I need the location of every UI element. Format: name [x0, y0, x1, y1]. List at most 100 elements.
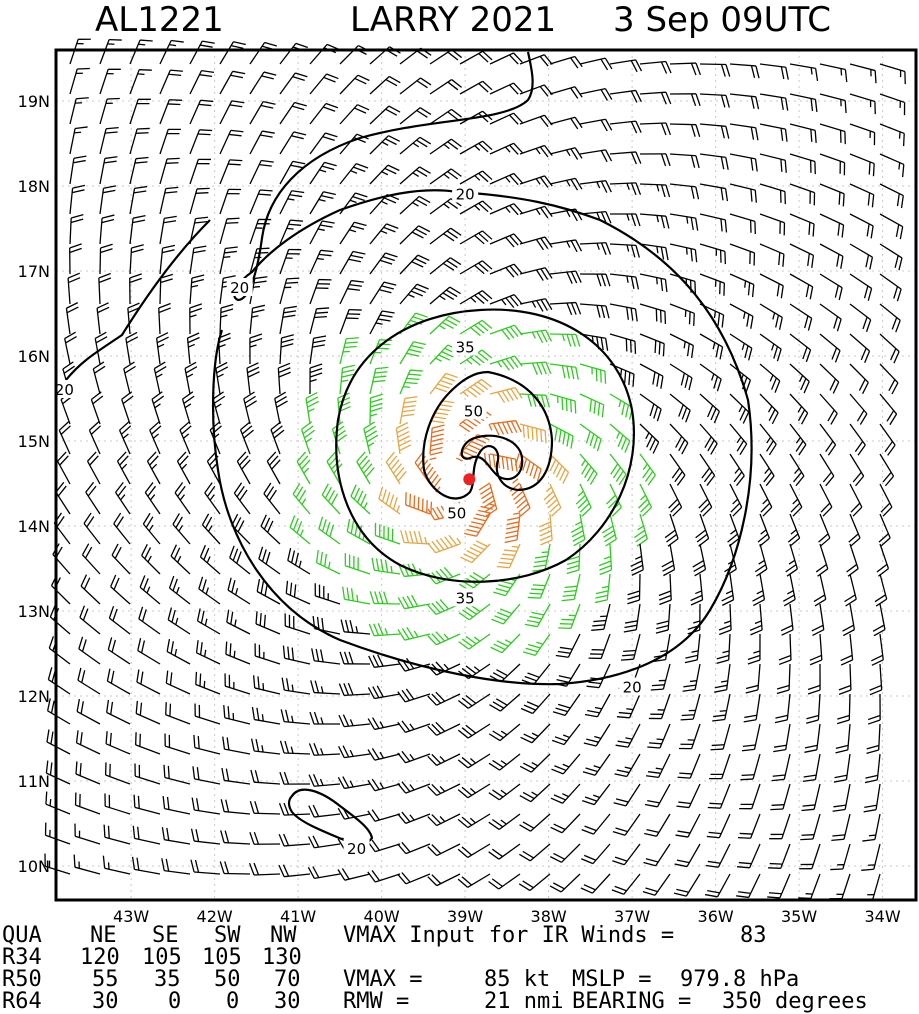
wind-barb [524, 603, 551, 628]
wind-barb [369, 252, 398, 275]
wind-barb [489, 112, 523, 125]
wind-barb [727, 513, 740, 547]
wind-barb [300, 421, 315, 455]
wind-barb [799, 843, 821, 870]
wind-barb [107, 637, 131, 665]
cell-nw: 30 [274, 989, 301, 1014]
wind-barb [818, 513, 831, 547]
wind-barb [519, 54, 553, 67]
wind-barb [399, 225, 431, 245]
wind-barb [716, 633, 731, 665]
wind-barb [759, 363, 781, 393]
wind-barb [588, 633, 611, 660]
wind-barb [488, 753, 521, 771]
wind-barb [496, 543, 521, 569]
wind-barb [281, 677, 311, 695]
wind-barb [69, 243, 82, 275]
wind-barb [879, 243, 903, 271]
wind-barb [159, 273, 174, 305]
wind-barb [159, 128, 181, 155]
wind-barb [729, 63, 760, 79]
wind-barb [669, 333, 694, 359]
cell-ne: 55 [92, 967, 119, 992]
wind-barb [819, 213, 845, 238]
wind-barb [609, 393, 633, 420]
header-qua: QUA [2, 923, 42, 948]
wind-barb [189, 158, 211, 185]
wind-barb [675, 813, 701, 838]
wind-barb [99, 156, 118, 185]
wind-barb [340, 619, 371, 635]
wind-barb [655, 603, 671, 634]
wind-barb [849, 243, 874, 270]
wind-barb [866, 723, 881, 754]
wind-barb [310, 680, 341, 695]
wind-barb [639, 213, 670, 229]
wind-barb [520, 693, 551, 715]
wind-barb [105, 731, 131, 755]
wind-barb [339, 337, 359, 365]
wind-barb [550, 783, 581, 804]
wind-barb [639, 273, 668, 292]
wind-barb [350, 484, 371, 515]
wind-barb [129, 156, 149, 185]
wind-barb [490, 633, 521, 654]
wind-barb [176, 451, 191, 485]
wind-barb [699, 363, 722, 392]
wind-barb [729, 93, 760, 110]
lon-tick-label: 41W [280, 907, 316, 924]
wind-barb [673, 873, 701, 897]
wind-barb [279, 771, 311, 785]
wind-barb [579, 118, 613, 132]
wind-barb [429, 400, 455, 425]
wind-barb [397, 750, 431, 764]
wind-barb [69, 155, 87, 185]
wind-barb [254, 643, 281, 665]
wind-barb [509, 478, 531, 517]
wind-barb [639, 453, 656, 486]
wind-barb [159, 244, 176, 275]
wind-barb [759, 243, 785, 267]
wind-barb [129, 244, 144, 275]
wind-barb [807, 663, 821, 695]
wind-barb [73, 854, 101, 875]
wind-barb [129, 127, 150, 155]
wind-barb [167, 607, 191, 635]
wind-barb [645, 753, 671, 779]
wind-barb [374, 522, 401, 545]
lat-tick-label: 17N [18, 262, 50, 281]
wind-barb [312, 615, 341, 635]
wind-barb [116, 451, 131, 485]
wind-barb [699, 123, 730, 139]
wind-barb [309, 335, 327, 365]
wind-barb [90, 391, 104, 425]
wind-barb [639, 393, 662, 422]
wind-barb [800, 813, 821, 841]
wind-barb [647, 723, 671, 749]
wind-barb [338, 745, 371, 759]
row-label: R64 [2, 989, 42, 1014]
wind-barb [427, 843, 461, 857]
wind-barb [193, 734, 221, 755]
wind-barb [339, 279, 364, 305]
contour-label-bg [460, 401, 487, 420]
wind-barb [837, 693, 851, 725]
wind-barb [549, 239, 583, 253]
wind-barb [549, 333, 581, 347]
wind-barb [44, 822, 71, 845]
wind-barb [457, 693, 491, 709]
wind-barb [754, 543, 768, 577]
wind-barb [189, 303, 203, 335]
wind-barb [721, 573, 735, 606]
wind-barb [759, 303, 783, 330]
wind-barb [309, 220, 335, 245]
wind-barb [69, 213, 84, 245]
wind-barb [787, 513, 801, 547]
wind-barb [862, 813, 881, 842]
wind-barb [337, 868, 371, 881]
wind-barb [86, 451, 101, 485]
wind-barb [879, 393, 898, 426]
lon-tick-label: 35W [781, 907, 817, 924]
wind-barb [519, 361, 552, 376]
wind-barb [427, 783, 461, 797]
